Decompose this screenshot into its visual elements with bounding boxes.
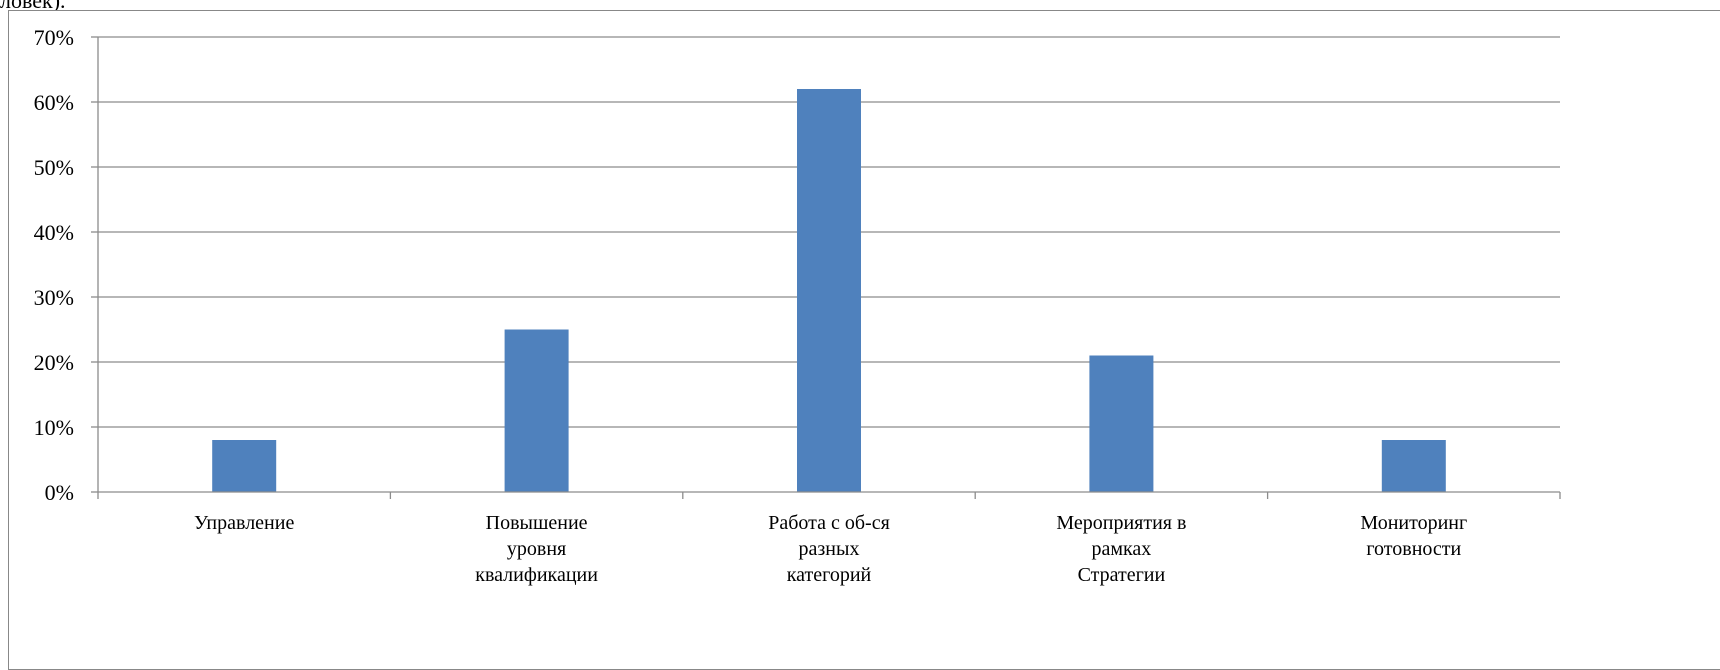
bar	[1089, 355, 1154, 492]
y-tick-label: 40%	[34, 220, 74, 245]
x-tick-label: Работа с об-ся разных категорий	[768, 512, 890, 586]
y-tick-label: 60%	[34, 90, 74, 115]
x-tick-label: Мониторинг готовности	[1360, 512, 1467, 560]
bar	[504, 329, 569, 492]
preceding-text-fragment: ловек).	[0, 0, 66, 13]
bars	[212, 89, 1446, 492]
y-tick-label: 20%	[34, 350, 74, 375]
y-tick-label: 0%	[45, 480, 74, 505]
axes	[91, 36, 1561, 499]
y-tick-label: 70%	[34, 25, 74, 50]
y-tick-label: 30%	[34, 285, 74, 310]
bar	[797, 89, 861, 492]
y-tick-label: 50%	[34, 155, 74, 180]
x-tick-label: Мероприятия в рамках Стратегии	[1056, 512, 1186, 586]
x-tick-label: Повышение уровня квалификации	[475, 512, 598, 586]
y-tick-label: 10%	[34, 415, 74, 440]
bar	[1381, 440, 1446, 492]
tick-labels: 0% 10% 20% 30% 40% 50% 60% 70% Управление Повышен…	[34, 25, 1468, 586]
x-tick-label: Управление	[194, 512, 294, 534]
bar	[212, 440, 277, 492]
